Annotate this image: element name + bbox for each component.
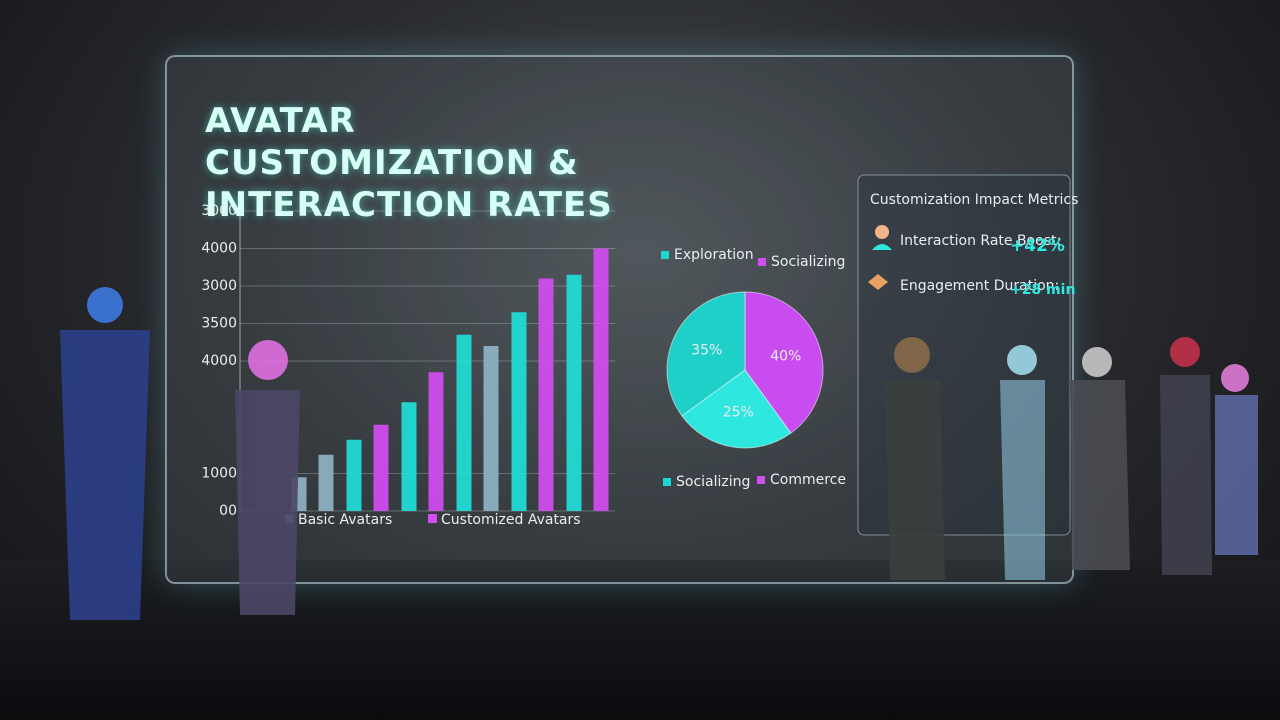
y-tick-label: 3000 [201, 278, 237, 294]
legend-swatch [758, 258, 766, 266]
floor [0, 560, 1280, 720]
legend-label: Basic Avatars [298, 512, 392, 528]
bar [373, 424, 389, 511]
character-body [1215, 395, 1258, 555]
character-head [1170, 337, 1200, 367]
character-body [235, 390, 300, 615]
legend-swatch [428, 514, 437, 523]
y-tick-label: 4000 [201, 241, 237, 257]
slice-label: 35% [691, 343, 722, 359]
legend-label: Socializing [676, 474, 750, 490]
character-head [1082, 347, 1112, 377]
bar [593, 248, 609, 511]
characters [60, 287, 1258, 620]
metrics-title: Customization Impact Metrics [870, 192, 1078, 208]
character-body [885, 380, 945, 580]
bar [428, 372, 444, 511]
metric-label: Engagement Duration: [900, 278, 1059, 294]
metric-value: +28 min [1010, 282, 1075, 298]
bar [401, 402, 417, 511]
character-head [1007, 345, 1037, 375]
bar [511, 312, 527, 511]
y-tick-label: 00 [219, 503, 237, 519]
character-body [1070, 380, 1130, 570]
pie-slice [666, 291, 746, 417]
pie-slice [744, 291, 824, 434]
y-tick-label: 4000 [201, 353, 237, 369]
legend-label: Commerce [770, 472, 846, 488]
legend-swatch [757, 476, 765, 484]
bar [456, 334, 472, 511]
person-icon [875, 225, 889, 239]
handshake-icon [868, 274, 888, 290]
bar [346, 439, 362, 511]
character-head [248, 340, 288, 380]
bar [538, 278, 554, 511]
slice-label: 40% [770, 349, 801, 365]
character-body [1160, 375, 1212, 575]
character-body [1000, 380, 1045, 580]
character-head [87, 287, 123, 323]
legend-label: Customized Avatars [441, 512, 581, 528]
chart-title: AVATAR CUSTOMIZATION & INTERACTION RATES [205, 101, 613, 225]
slice-label: 25% [723, 404, 754, 420]
bar [566, 274, 582, 511]
y-tick-label: 3000 [201, 203, 237, 219]
metric-label: Interaction Rate Boost: [900, 233, 1061, 249]
bar [318, 454, 334, 511]
y-tick-label: 3500 [201, 316, 237, 332]
legend-label: Exploration [674, 247, 754, 263]
legend-swatch [663, 478, 671, 486]
character-body [60, 330, 150, 620]
y-tick-label: 1000 [201, 466, 237, 482]
person-icon-body [872, 244, 892, 250]
pie-slice [681, 369, 792, 449]
metric-value: +42% [1010, 236, 1065, 256]
legend-swatch [661, 251, 669, 259]
character-head [1221, 364, 1249, 392]
bar [483, 346, 499, 511]
character-head [894, 337, 930, 373]
legend-label: Socializing [771, 254, 845, 270]
